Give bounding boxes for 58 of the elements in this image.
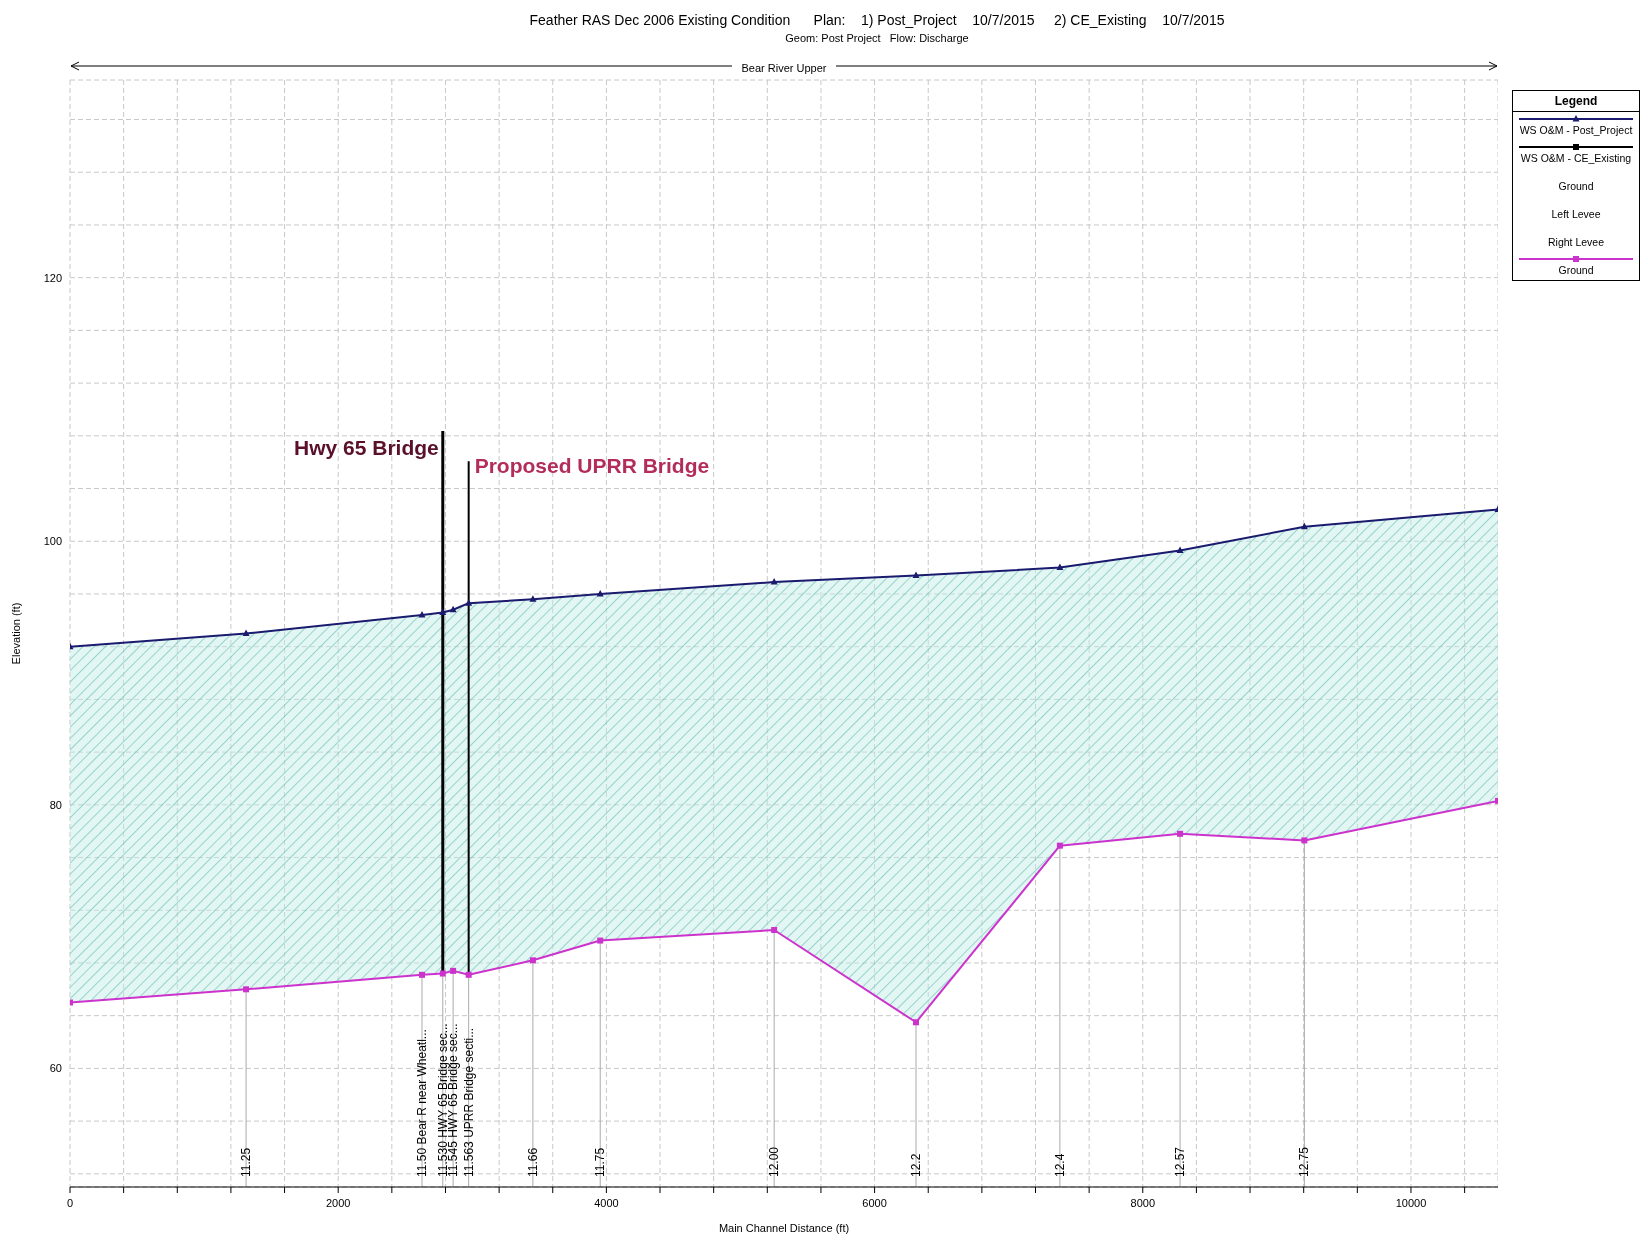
y-tick-label: 100 xyxy=(43,535,62,548)
text: Left Levee xyxy=(1550,208,1602,220)
point xyxy=(529,957,536,964)
point xyxy=(439,608,447,615)
text: Ground xyxy=(1557,180,1595,192)
chart-subtitle: Geom: Post Project Flow: Discharge xyxy=(784,32,970,44)
x-tick-label: 0 xyxy=(66,1197,74,1209)
ref-line-label: Hwy 65 Bridge xyxy=(294,436,439,460)
annotation: 12.4 xyxy=(1052,1153,1067,1177)
annotation: 11.25 xyxy=(239,1147,254,1177)
chart-title: Feather RAS Dec 2006 Existing Condition Plan: 1) Post_Project 10/7/2015 2) CE_Existing 10/7/2015 xyxy=(528,12,1226,28)
point xyxy=(771,927,778,934)
point xyxy=(465,971,472,978)
point xyxy=(1177,830,1184,837)
text: Bear River Upper xyxy=(731,62,837,74)
annotation: 12.2 xyxy=(909,1153,924,1177)
point xyxy=(913,1019,920,1026)
annotation: 11.50 Bear R near Wheatl... xyxy=(415,1029,429,1177)
point xyxy=(418,611,426,618)
annotation: 12.75 xyxy=(1297,1146,1312,1177)
y-tick-label: 80 xyxy=(49,798,62,811)
point xyxy=(912,571,920,579)
annotation: 11.563 UPRR Bridge secti... xyxy=(461,1027,476,1177)
point xyxy=(1300,522,1308,530)
y-tick-label: 120 xyxy=(43,271,62,284)
annotation: 12.57 xyxy=(1173,1146,1188,1177)
point xyxy=(770,578,778,585)
point xyxy=(450,967,457,974)
y-axis-title: Elevation (ft) xyxy=(10,602,22,665)
y-tick-label: 60 xyxy=(49,1062,62,1075)
text: Right Levee xyxy=(1546,236,1605,248)
point xyxy=(597,937,604,944)
point xyxy=(465,599,473,606)
x-tick-label: 10000 xyxy=(1395,1197,1427,1209)
x-tick-label: 6000 xyxy=(862,1197,887,1209)
point xyxy=(596,589,604,597)
annotation: 11.66 xyxy=(525,1147,540,1177)
point xyxy=(449,605,457,613)
point xyxy=(529,595,537,602)
x-axis-title: Main Channel Distance (ft) xyxy=(718,1222,850,1234)
x-tick-label: 2000 xyxy=(325,1197,351,1209)
legend-title: Legend xyxy=(1513,91,1639,112)
point xyxy=(1301,837,1308,844)
legend-label: Ground xyxy=(1557,264,1595,276)
annotation: 11.75 xyxy=(593,1147,608,1177)
legend-label: WS O&M - CE_Existing xyxy=(1519,152,1633,164)
annotation: 12.00 xyxy=(767,1146,782,1177)
point xyxy=(1176,546,1184,553)
point xyxy=(419,971,426,978)
point xyxy=(1056,842,1063,849)
x-tick-label: 4000 xyxy=(594,1197,619,1209)
point xyxy=(242,629,250,636)
legend-label: WS O&M - Post_Project xyxy=(1518,124,1634,136)
x-tick-label: 8000 xyxy=(1130,1197,1156,1209)
point xyxy=(439,970,446,977)
ref-line-label: Proposed UPRR Bridge xyxy=(474,454,710,478)
point xyxy=(243,986,250,993)
point xyxy=(1056,563,1064,571)
